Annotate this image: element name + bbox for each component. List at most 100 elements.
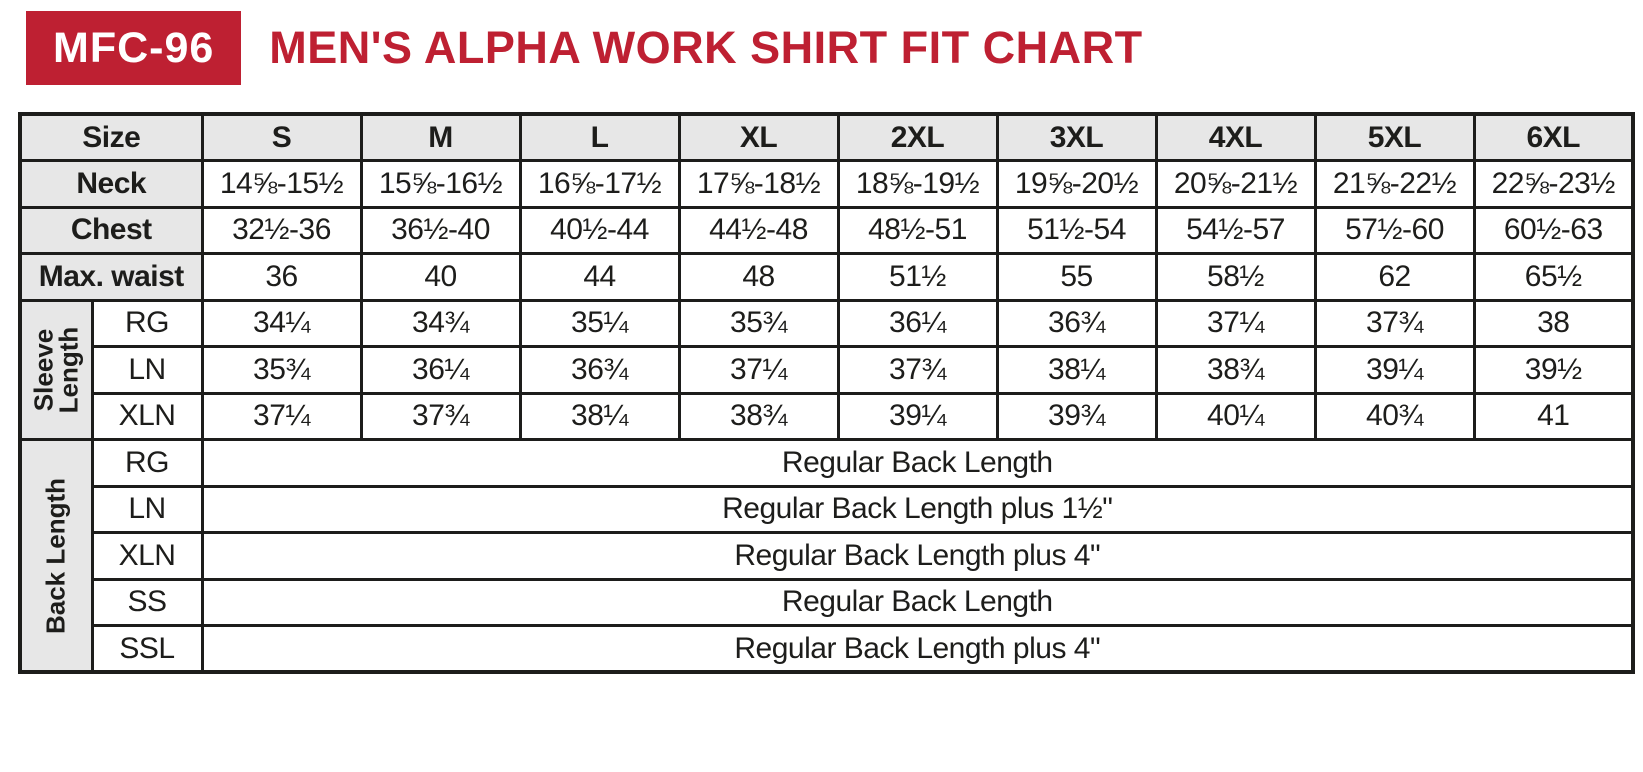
neck-row: Neck 14⅝-15½ 15⅝-16½ 16⅝-17½ 17⅝-18½ 18⅝… (18, 159, 1635, 209)
sleeve-rg-label: RG (90, 298, 204, 348)
back-rg-text-cell: Regular Back Length (200, 438, 1635, 488)
neck-value-cell: 22⅝-23½ (1472, 159, 1635, 209)
back-ss-label: SS (90, 577, 204, 627)
size-column-header-3xl: 3XL (995, 112, 1158, 162)
max-waist-value-cell: 51½ (836, 252, 999, 302)
sleeve-xln-value-cell: 38¾ (677, 391, 840, 441)
chest-value-cell: 32½-36 (200, 205, 363, 255)
back-length-group-label: Back Length (40, 477, 71, 634)
sleeve-rg-value-cell: 34¾ (359, 298, 522, 348)
size-header-row: Size S M L XL 2XL 3XL 4XL 5XL 6XL (18, 112, 1635, 162)
sleeve-ln-value-cell: 37¾ (836, 345, 999, 395)
max-waist-value-cell: 58½ (1154, 252, 1317, 302)
neck-value-cell: 15⅝-16½ (359, 159, 522, 209)
neck-value-cell: 20⅝-21½ (1154, 159, 1317, 209)
max-waist-value-cell: 48 (677, 252, 840, 302)
back-ss-text-cell: Regular Back Length (200, 577, 1635, 627)
chest-value-cell: 51½-54 (995, 205, 1158, 255)
size-column-header-xl: XL (677, 112, 840, 162)
back-ssl-label: SSL (90, 624, 204, 674)
sleeve-rg-value-cell: 37¼ (1154, 298, 1317, 348)
chest-value-cell: 48½-51 (836, 205, 999, 255)
max-waist-value-cell: 55 (995, 252, 1158, 302)
sleeve-ln-value-cell: 37¼ (677, 345, 840, 395)
size-column-header-l: L (518, 112, 681, 162)
max-waist-value-cell: 62 (1313, 252, 1476, 302)
chest-value-cell: 60½-63 (1472, 205, 1635, 255)
back-rg-row: Back Length RG Regular Back Length (18, 438, 1635, 674)
size-column-header-5xl: 5XL (1313, 112, 1476, 162)
sleeve-xln-value-cell: 40¼ (1154, 391, 1317, 441)
sleeve-xln-value-cell: 37¾ (359, 391, 522, 441)
sleeve-ln-value-cell: 39¼ (1313, 345, 1476, 395)
size-column-header-2xl: 2XL (836, 112, 999, 162)
sleeve-ln-label: LN (90, 345, 204, 395)
max-waist-row-label: Max. waist (18, 252, 204, 302)
chest-row: Chest 32½-36 36½-40 40½-44 44½-48 48½-51… (18, 205, 1635, 255)
sleeve-xln-value-cell: 39¾ (995, 391, 1158, 441)
sleeve-ln-value-cell: 36¾ (518, 345, 681, 395)
sleeve-xln-value-cell: 40¾ (1313, 391, 1476, 441)
chest-value-cell: 54½-57 (1154, 205, 1317, 255)
sleeve-xln-value-cell: 37¼ (200, 391, 363, 441)
size-column-header-6xl: 6XL (1472, 112, 1635, 162)
chest-row-label: Chest (18, 205, 204, 255)
size-column-header-m: M (359, 112, 522, 162)
sleeve-xln-value-cell: 41 (1472, 391, 1635, 441)
neck-value-cell: 19⅝-20½ (995, 159, 1158, 209)
back-ln-row: LN Regular Back Length plus 1½" (20, 484, 1635, 534)
back-ssl-row: SSL Regular Back Length plus 4" (20, 624, 1635, 674)
back-ln-label: LN (90, 484, 204, 534)
neck-value-cell: 17⅝-18½ (677, 159, 840, 209)
sleeve-xln-value-cell: 39¼ (836, 391, 999, 441)
max-waist-value-cell: 36 (200, 252, 363, 302)
sleeve-rg-value-cell: 37¾ (1313, 298, 1476, 348)
sleeve-length-group-cell: Sleeve Length (18, 298, 94, 441)
sleeve-rg-value-cell: 35¼ (518, 298, 681, 348)
size-column-header-s: S (200, 112, 363, 162)
sleeve-xln-value-cell: 38¼ (518, 391, 681, 441)
sleeve-length-group-label: Sleeve Length (28, 326, 84, 414)
back-xln-row: XLN Regular Back Length plus 4" (20, 531, 1635, 581)
back-rg-label: RG (90, 438, 204, 488)
max-waist-value-cell: 40 (359, 252, 522, 302)
sleeve-ln-value-cell: 38¾ (1154, 345, 1317, 395)
sleeve-rg-row: Sleeve Length RG 34¼ 34¾ 35¼ 35¾ 36¼ 36¾… (18, 298, 1635, 441)
size-header-label: Size (18, 112, 204, 162)
sleeve-ln-value-cell: 35¾ (200, 345, 363, 395)
max-waist-value-cell: 44 (518, 252, 681, 302)
sleeve-rg-value-cell: 35¾ (677, 298, 840, 348)
page-title: MEN'S ALPHA WORK SHIRT FIT CHART (269, 22, 1143, 73)
max-waist-row: Max. waist 36 40 44 48 51½ 55 58½ 62 65½ (18, 252, 1635, 302)
fit-chart-table: Size S M L XL 2XL 3XL 4XL 5XL 6XL Neck 1… (18, 112, 1635, 674)
back-ln-text-cell: Regular Back Length plus 1½" (200, 484, 1635, 534)
size-column-header-4xl: 4XL (1154, 112, 1317, 162)
back-ssl-text-cell: Regular Back Length plus 4" (200, 624, 1635, 674)
neck-value-cell: 16⅝-17½ (518, 159, 681, 209)
neck-value-cell: 18⅝-19½ (836, 159, 999, 209)
sleeve-ln-value-cell: 38¼ (995, 345, 1158, 395)
chest-value-cell: 40½-44 (518, 205, 681, 255)
neck-row-label: Neck (18, 159, 204, 209)
neck-value-cell: 21⅝-22½ (1313, 159, 1476, 209)
sleeve-xln-label: XLN (90, 391, 204, 441)
sleeve-xln-row: XLN 37¼ 37¾ 38¼ 38¾ 39¼ 39¾ 40¼ 40¾ 41 (20, 391, 1635, 441)
chest-value-cell: 57½-60 (1313, 205, 1476, 255)
back-ss-row: SS Regular Back Length (20, 577, 1635, 627)
sleeve-ln-value-cell: 36¼ (359, 345, 522, 395)
sleeve-ln-row: LN 35¾ 36¼ 36¾ 37¼ 37¾ 38¼ 38¾ 39¼ 39½ (20, 345, 1635, 395)
sleeve-rg-value-cell: 38 (1472, 298, 1635, 348)
chest-value-cell: 44½-48 (677, 205, 840, 255)
sleeve-rg-value-cell: 34¼ (200, 298, 363, 348)
back-xln-label: XLN (90, 531, 204, 581)
page-header: MFC-96 MEN'S ALPHA WORK SHIRT FIT CHART (26, 11, 1643, 85)
max-waist-value-cell: 65½ (1472, 252, 1635, 302)
sleeve-rg-value-cell: 36¾ (995, 298, 1158, 348)
back-xln-text-cell: Regular Back Length plus 4" (200, 531, 1635, 581)
chest-value-cell: 36½-40 (359, 205, 522, 255)
sleeve-ln-value-cell: 39½ (1472, 345, 1635, 395)
neck-value-cell: 14⅝-15½ (200, 159, 363, 209)
back-length-group-cell: Back Length (18, 438, 94, 674)
sleeve-rg-value-cell: 36¼ (836, 298, 999, 348)
product-code-badge: MFC-96 (26, 11, 242, 85)
